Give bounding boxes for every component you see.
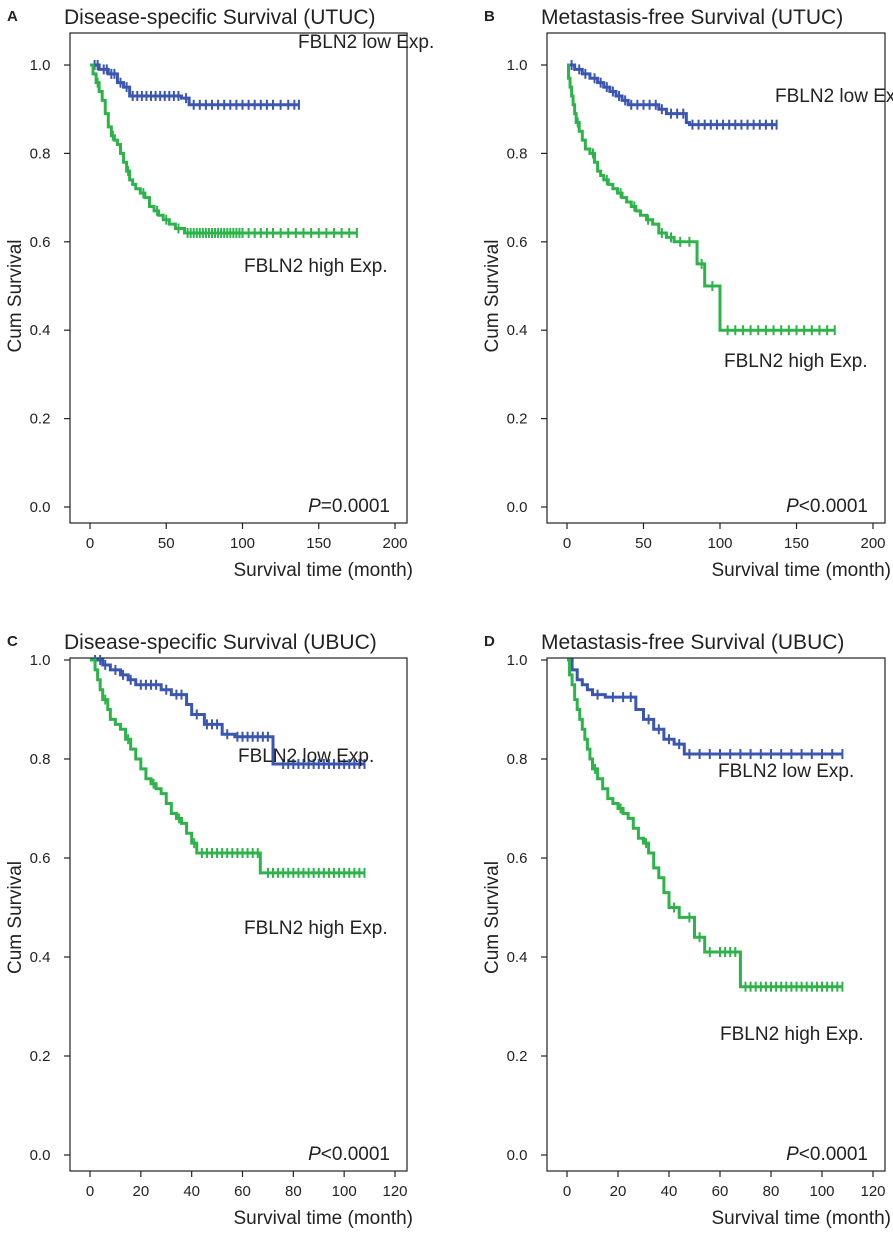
- y-tick-label: 1.0: [507, 652, 528, 669]
- panel-letter: D: [484, 633, 495, 650]
- p-value-symbol: P: [308, 496, 321, 517]
- low-expression-curve: [567, 658, 843, 756]
- x-tick-label: 50: [158, 535, 175, 552]
- panel-a: A Disease-specific Survival (UTUC) 0.0 0.2 0…: [5, 6, 434, 581]
- y-tick-label: 0.6: [30, 234, 51, 251]
- high-exp-label: FBLN2 high Exp.: [720, 1024, 864, 1045]
- low-exp-label: FBLN2 low Exp.: [718, 761, 854, 782]
- high-expression-curve: [90, 658, 365, 875]
- y-tick-label: 1.0: [30, 652, 51, 669]
- y-axis-label: Cum Survival: [5, 861, 26, 974]
- x-axis-label: Survival time (month): [234, 1208, 414, 1229]
- p-value: P<0.0001: [786, 496, 868, 517]
- y-tick-label: 0.0: [30, 499, 51, 516]
- x-tick-label: 40: [183, 1183, 200, 1200]
- y-tick-label: 0.8: [30, 751, 51, 768]
- y-tick-label: 0.6: [507, 234, 528, 251]
- plot-frame: [546, 657, 886, 1172]
- y-tick-label: 0.8: [30, 145, 51, 162]
- y-tick-label: 0.2: [30, 1048, 51, 1065]
- panel-c: C Disease-specific Survival (UBUC) 0.0 0.2 0…: [5, 631, 413, 1229]
- p-value-symbol: P: [786, 1144, 799, 1165]
- low-exp-label: FBLN2 low Exp.: [775, 86, 893, 107]
- y-tick-label: 0.0: [507, 1147, 528, 1164]
- y-tick-label: 0.4: [30, 949, 51, 966]
- y-tick-label: 1.0: [507, 57, 528, 74]
- x-tick-label: 100: [707, 535, 732, 552]
- x-tick-label: 20: [610, 1183, 627, 1200]
- p-value-text: <0.0001: [799, 1144, 868, 1165]
- panel-letter: B: [484, 8, 495, 25]
- x-tick-label: 50: [635, 535, 652, 552]
- x-axis-label: Survival time (month): [712, 560, 892, 581]
- x-tick-label: 0: [563, 535, 571, 552]
- y-tick-label: 0.2: [507, 1048, 528, 1065]
- x-tick-label: 200: [860, 535, 885, 552]
- x-tick-label: 0: [86, 535, 94, 552]
- x-tick-label: 100: [809, 1183, 834, 1200]
- high-exp-label: FBLN2 high Exp.: [244, 918, 388, 939]
- y-tick-label: 0.0: [30, 1147, 51, 1164]
- y-tick-label: 0.0: [507, 499, 528, 516]
- y-axis-label: Cum Survival: [5, 240, 26, 353]
- panel-letter: A: [7, 8, 18, 25]
- p-value-text: =0.0001: [321, 496, 390, 517]
- y-tick-label: 1.0: [30, 57, 51, 74]
- x-tick-label: 0: [86, 1183, 94, 1200]
- x-tick-label: 60: [712, 1183, 729, 1200]
- y-tick-label: 0.2: [507, 411, 528, 428]
- x-tick-label: 80: [763, 1183, 780, 1200]
- high-exp-label: FBLN2 high Exp.: [724, 351, 868, 372]
- y-tick-label: 0.8: [507, 751, 528, 768]
- x-tick-label: 100: [230, 535, 255, 552]
- x-axis-label: Survival time (month): [234, 560, 414, 581]
- y-axis-label: Cum Survival: [482, 861, 503, 974]
- x-tick-label: 150: [784, 535, 809, 552]
- panel-b: B Metastasis-free Survival (UTUC) 0.0 0.2 0.…: [482, 6, 893, 581]
- x-tick-label: 200: [382, 535, 407, 552]
- x-tick-label: 20: [132, 1183, 149, 1200]
- x-tick-label: 100: [332, 1183, 357, 1200]
- high-exp-label: FBLN2 high Exp.: [244, 256, 388, 277]
- p-value: P=0.0001: [308, 496, 390, 517]
- chart-title: Disease-specific Survival (UTUC): [64, 6, 376, 29]
- plot-frame: [69, 32, 408, 524]
- x-tick-label: 150: [306, 535, 331, 552]
- x-tick-label: 0: [563, 1183, 571, 1200]
- high-expression-curve: [567, 658, 843, 989]
- x-axis-label: Survival time (month): [712, 1208, 892, 1229]
- chart-title: Disease-specific Survival (UBUC): [64, 631, 377, 654]
- y-tick-label: 0.4: [507, 949, 528, 966]
- x-tick-label: 40: [661, 1183, 678, 1200]
- y-tick-label: 0.2: [30, 411, 51, 428]
- plot-frame: [69, 657, 408, 1172]
- plot-frame: [546, 32, 886, 524]
- chart-title: Metastasis-free Survival (UBUC): [541, 631, 844, 654]
- y-axis-label: Cum Survival: [482, 240, 503, 353]
- y-tick-label: 0.6: [507, 850, 528, 867]
- high-expression-curve: [567, 63, 835, 332]
- y-tick-label: 0.4: [30, 322, 51, 339]
- x-tick-label: 120: [860, 1183, 885, 1200]
- panel-letter: C: [7, 633, 18, 650]
- y-tick-label: 0.6: [30, 850, 51, 867]
- p-value: P<0.0001: [308, 1144, 390, 1165]
- p-value-symbol: P: [786, 496, 799, 517]
- p-value-text: <0.0001: [321, 1144, 390, 1165]
- x-tick-label: 60: [234, 1183, 251, 1200]
- p-value: P<0.0001: [786, 1144, 868, 1165]
- x-tick-label: 120: [382, 1183, 407, 1200]
- x-tick-label: 80: [285, 1183, 302, 1200]
- low-exp-label: FBLN2 low Exp.: [298, 32, 434, 53]
- p-value-symbol: P: [308, 1144, 321, 1165]
- y-tick-label: 0.8: [507, 145, 528, 162]
- p-value-text: <0.0001: [799, 496, 868, 517]
- y-tick-label: 0.4: [507, 322, 528, 339]
- chart-title: Metastasis-free Survival (UTUC): [541, 6, 843, 29]
- low-exp-label: FBLN2 low Exp.: [238, 746, 374, 767]
- panel-d: D Metastasis-free Survival (UBUC) 0.0 0.2 0.…: [482, 631, 891, 1229]
